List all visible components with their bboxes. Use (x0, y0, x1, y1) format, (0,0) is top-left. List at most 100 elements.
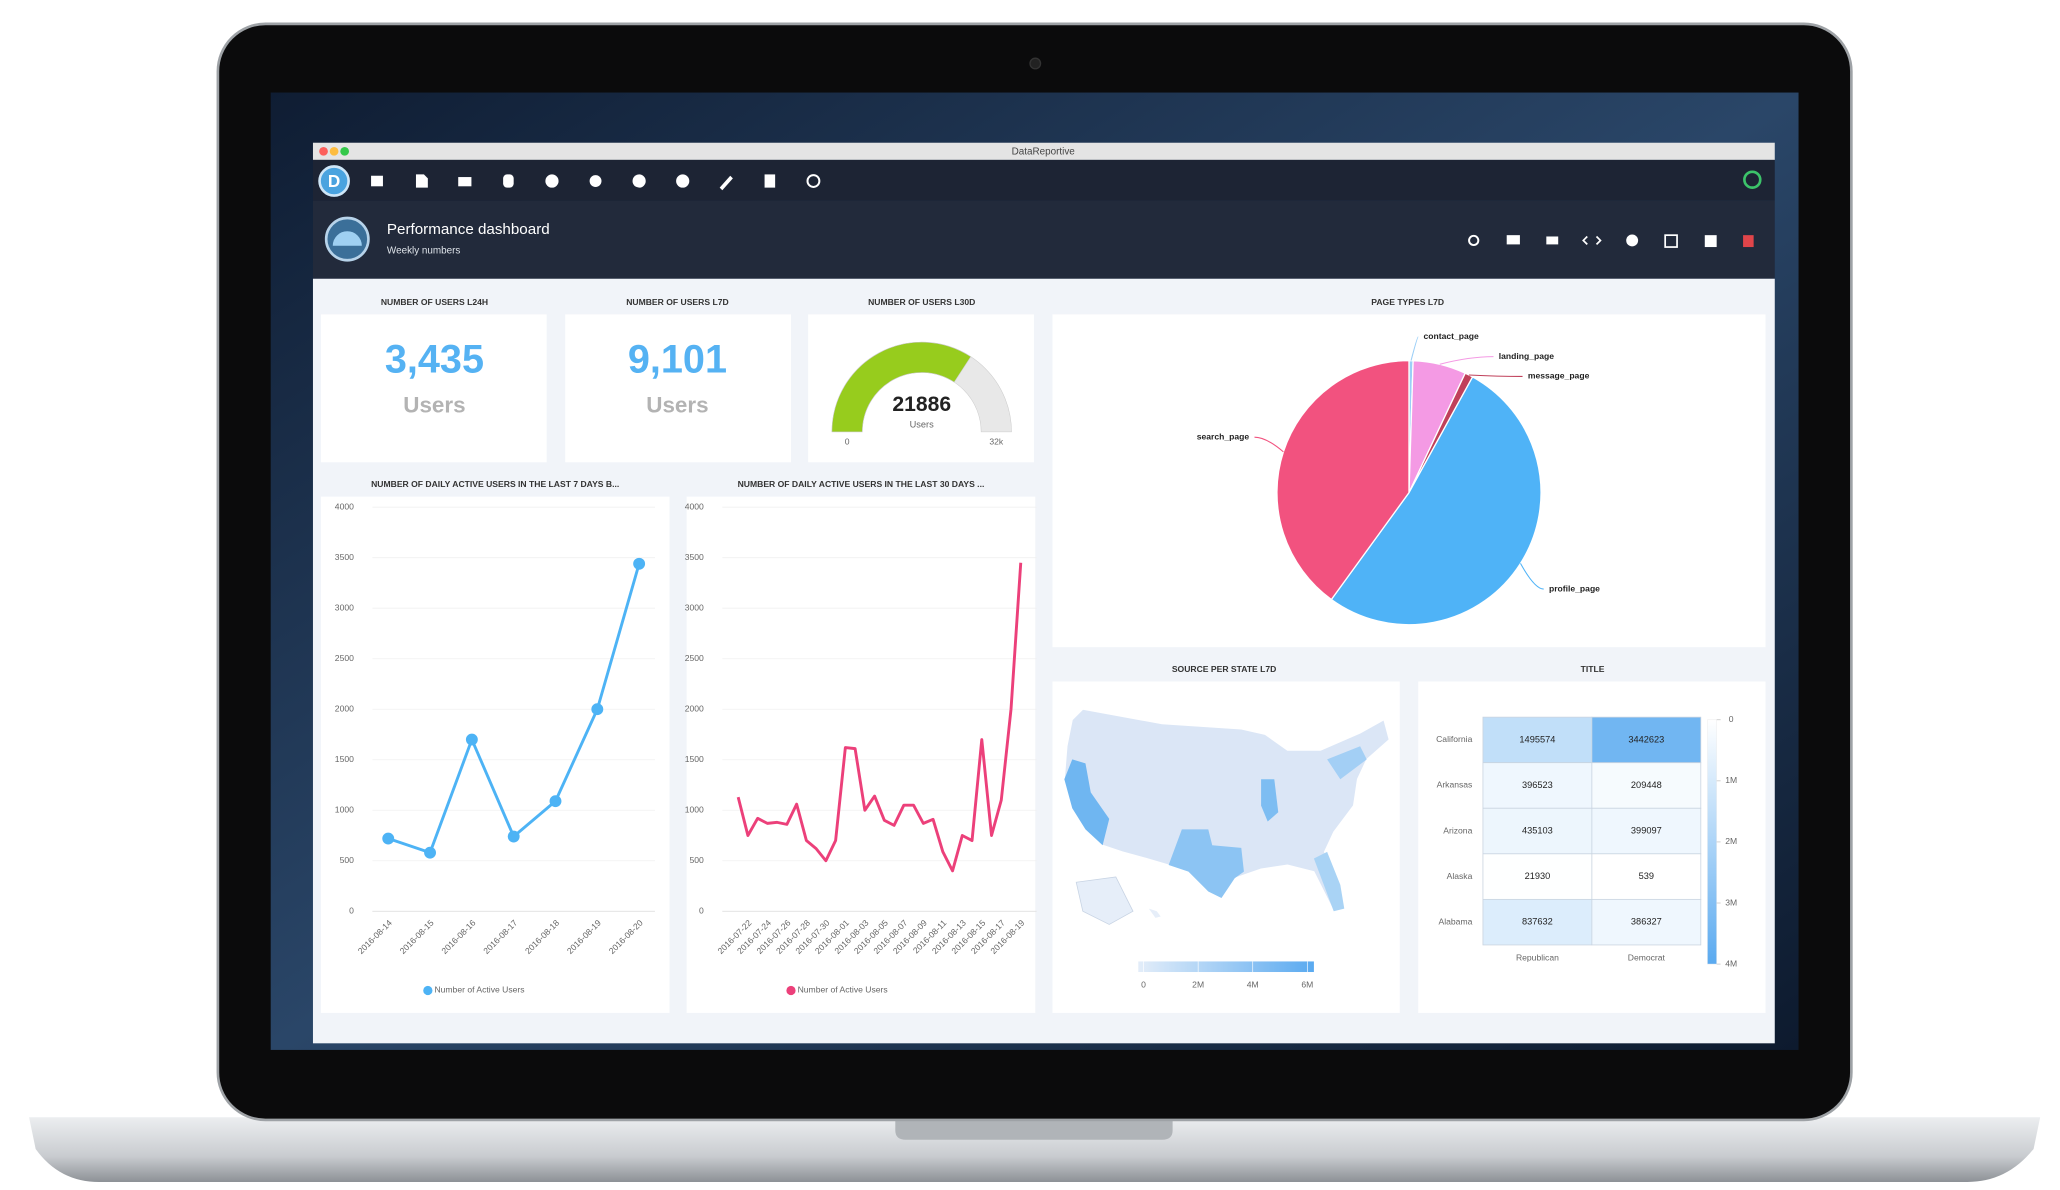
tile-value: 9,101 (628, 337, 727, 381)
y-tick-label: 3500 (685, 552, 704, 562)
y-tick-label: 2000 (685, 703, 704, 713)
heat-cell[interactable] (1591, 716, 1702, 764)
cell-value: 3442623 (1628, 734, 1664, 744)
nav-users[interactable] (632, 174, 646, 188)
y-tick-label: 2000 (335, 703, 354, 713)
cell-value: 1495574 (1519, 734, 1555, 744)
power-button[interactable] (1743, 170, 1762, 189)
nav-mail[interactable] (458, 177, 472, 187)
scale-label: 0 (1729, 714, 1734, 724)
edit-button[interactable] (1664, 234, 1678, 248)
nav-edit[interactable] (719, 175, 733, 191)
nav-user[interactable] (589, 175, 602, 187)
legend-label[interactable]: Number of Active Users (798, 985, 888, 995)
point[interactable] (633, 557, 646, 570)
column-label: Republican (1516, 952, 1559, 962)
y-tick-label: 500 (340, 855, 355, 865)
heat-cell[interactable] (1591, 898, 1702, 946)
row-label: Alaska (1447, 871, 1473, 881)
point[interactable] (507, 830, 520, 843)
row-label: California (1436, 734, 1472, 744)
avatar-gauge (332, 231, 362, 246)
scale-label: 0 (1141, 979, 1146, 989)
heat-cell[interactable] (1482, 807, 1593, 855)
state-alaska (1075, 876, 1134, 925)
window-title: DataReportive (1012, 147, 1076, 158)
tile-panel (565, 314, 791, 463)
cell-value: 209448 (1631, 780, 1662, 790)
point[interactable] (549, 795, 562, 808)
tile-value: 3,435 (385, 337, 484, 381)
present-button[interactable] (1506, 235, 1520, 245)
heat-cell[interactable] (1482, 716, 1593, 764)
pie-label: message_page (1528, 371, 1590, 381)
heat-cell[interactable] (1591, 807, 1702, 855)
duplicate-button[interactable] (1704, 235, 1717, 248)
label-leader (1410, 336, 1419, 361)
chart-title: TITLE (1581, 664, 1605, 674)
cell-value: 399097 (1631, 825, 1662, 835)
chart-title: SOURCE PER STATE L7D (1172, 664, 1277, 674)
nav-settings[interactable] (676, 174, 690, 188)
cell-value: 837632 (1522, 917, 1553, 927)
y-tick-label: 1000 (335, 805, 354, 815)
schedule-button[interactable] (1626, 234, 1639, 247)
y-tick-label: 0 (699, 906, 704, 916)
gauge-unit: Users (910, 420, 934, 430)
pie-slice[interactable] (1330, 376, 1542, 626)
point[interactable] (591, 703, 604, 716)
dashboard-subtitle: Weekly numbers (387, 246, 461, 257)
nav-support[interactable] (806, 174, 821, 188)
header (312, 200, 1775, 279)
y-tick-label: 2500 (335, 653, 354, 663)
header-actions (1468, 234, 1754, 248)
title-bar (312, 142, 1775, 160)
heat-cell[interactable] (1591, 853, 1702, 900)
delete-button[interactable] (1743, 235, 1754, 248)
point[interactable] (465, 733, 478, 746)
y-tick-label: 1500 (335, 754, 354, 764)
point[interactable] (382, 832, 395, 845)
heat-cell[interactable] (1482, 762, 1593, 809)
scale-label: 4M (1725, 958, 1737, 968)
color-scale (1707, 719, 1717, 965)
embed-button[interactable] (1582, 235, 1602, 246)
close-button[interactable] (319, 146, 328, 156)
nav-contacts[interactable] (764, 174, 776, 188)
tile-panel (320, 314, 547, 463)
nav-database[interactable] (503, 174, 514, 188)
cell-value: 21930 (1525, 871, 1551, 881)
tile-unit: Users (646, 393, 708, 418)
y-tick-label: 4000 (685, 501, 704, 511)
email-button[interactable] (1546, 236, 1559, 245)
pie-slice[interactable] (1276, 359, 1410, 601)
scale-label: 6M (1301, 979, 1313, 989)
state-newyork (1327, 746, 1367, 780)
minimize-button[interactable] (329, 146, 339, 156)
scale-label: 2M (1192, 979, 1204, 989)
gauge-tick-label: 32k (989, 437, 1004, 447)
heat-cell[interactable] (1482, 853, 1593, 900)
cell-value: 539 (1639, 871, 1654, 881)
maximize-button[interactable] (340, 146, 350, 156)
cell-value: 435103 (1522, 825, 1553, 835)
logo[interactable] (318, 165, 350, 197)
line-panel (686, 496, 1036, 1013)
state-hawaii (1148, 908, 1161, 918)
label-leader (1468, 374, 1523, 377)
y-tick-label: 1500 (685, 754, 704, 764)
legend-label[interactable]: Number of Active Users (434, 985, 524, 995)
point[interactable] (424, 846, 436, 859)
heat-cell[interactable] (1591, 762, 1702, 809)
logo-mark: D (328, 171, 340, 191)
nav-dashboards[interactable] (371, 175, 383, 187)
nav-reports[interactable] (415, 174, 428, 188)
scale-label: 3M (1725, 897, 1737, 907)
y-tick-label: 0 (349, 906, 354, 916)
color-scale (1138, 961, 1314, 973)
nav-schedule[interactable] (545, 174, 559, 188)
refresh-button[interactable] (1468, 234, 1480, 247)
laptop-base (29, 1117, 2041, 1182)
